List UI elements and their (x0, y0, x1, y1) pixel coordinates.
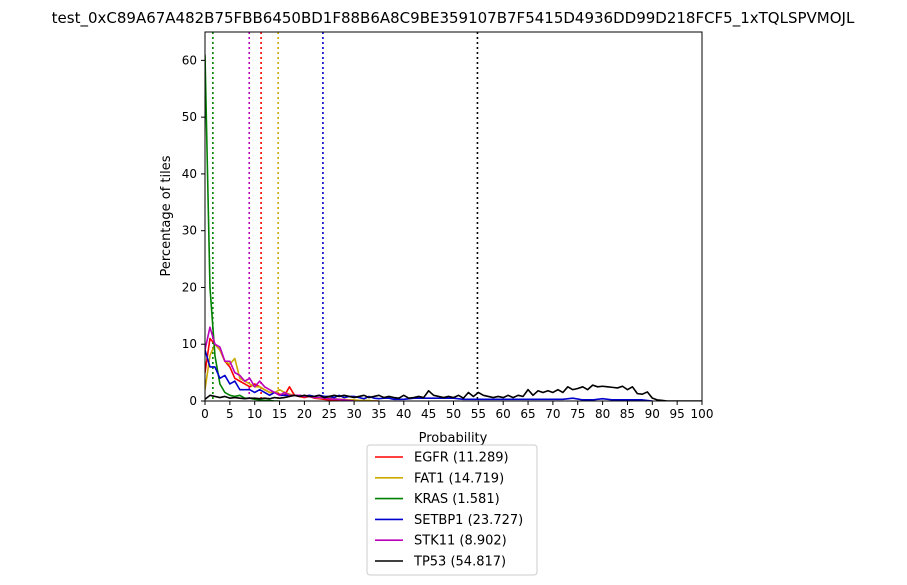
y-tick-label-3: 30 (182, 224, 197, 238)
x-axis-label: Probability (419, 431, 488, 446)
x-tick-label-5: 25 (322, 407, 337, 421)
x-tick-label-10: 50 (446, 407, 461, 421)
series-line-5 (205, 384, 702, 401)
x-tick-label-6: 30 (346, 407, 361, 421)
y-tick-label-0: 0 (189, 394, 197, 408)
y-tick-label-4: 40 (182, 167, 197, 181)
x-axis: 0 5 10 15 20 25 30 35 40 45 50 55 60 65 70 75 80 85 90 95 10… (201, 401, 713, 421)
plot-frame (204, 31, 703, 402)
y-tick-label-5: 50 (182, 110, 197, 124)
series-line-0 (205, 337, 379, 401)
x-tick-label-14: 70 (545, 407, 560, 421)
x-tick-label-1: 5 (226, 407, 234, 421)
series-line-4 (205, 326, 355, 401)
y-axis: 0 10 20 30 40 50 60 (182, 53, 205, 408)
legend-label-5: TP53 (54.817) (413, 555, 506, 570)
legend: EGFR (11.289) FAT1 (14.719) KRAS (1.581) SE… (366, 444, 538, 576)
series-line-3 (205, 349, 653, 401)
chart-title: test_0xC89A67A482B75FBB6450BD1F88B6A8C9B… (52, 9, 855, 28)
x-tick-label-3: 15 (272, 407, 287, 421)
x-tick-label-7: 35 (371, 407, 386, 421)
legend-label-3: SETBP1 (23.727) (414, 513, 523, 528)
legend-label-0: EGFR (11.289) (414, 451, 509, 466)
x-tick-label-2: 10 (247, 407, 262, 421)
x-tick-label-13: 65 (520, 407, 535, 421)
x-tick-label-4: 20 (297, 407, 312, 421)
legend-label-2: KRAS (1.581) (414, 492, 500, 507)
x-tick-label-17: 85 (620, 407, 635, 421)
x-tick-label-19: 95 (670, 407, 685, 421)
y-tick-label-6: 60 (182, 53, 197, 67)
x-tick-label-18: 90 (645, 407, 660, 421)
x-tick-label-20: 100 (691, 407, 714, 421)
x-tick-label-11: 55 (471, 407, 486, 421)
plot-area (205, 32, 702, 401)
y-tick-label-2: 20 (182, 280, 197, 294)
y-tick-label-1: 10 (182, 337, 197, 351)
x-tick-label-8: 40 (396, 407, 411, 421)
x-tick-label-0: 0 (201, 407, 209, 421)
x-tick-label-12: 60 (496, 407, 511, 421)
legend-label-1: FAT1 (14.719) (414, 471, 504, 486)
y-axis-label: Percentage of tiles (159, 155, 174, 276)
series-line-2 (205, 54, 280, 401)
legend-frame (366, 444, 538, 576)
x-tick-label-16: 80 (595, 407, 610, 421)
x-tick-label-9: 45 (421, 407, 436, 421)
legend-label-4: STK11 (8.902) (414, 534, 507, 549)
x-tick-label-15: 75 (570, 407, 585, 421)
